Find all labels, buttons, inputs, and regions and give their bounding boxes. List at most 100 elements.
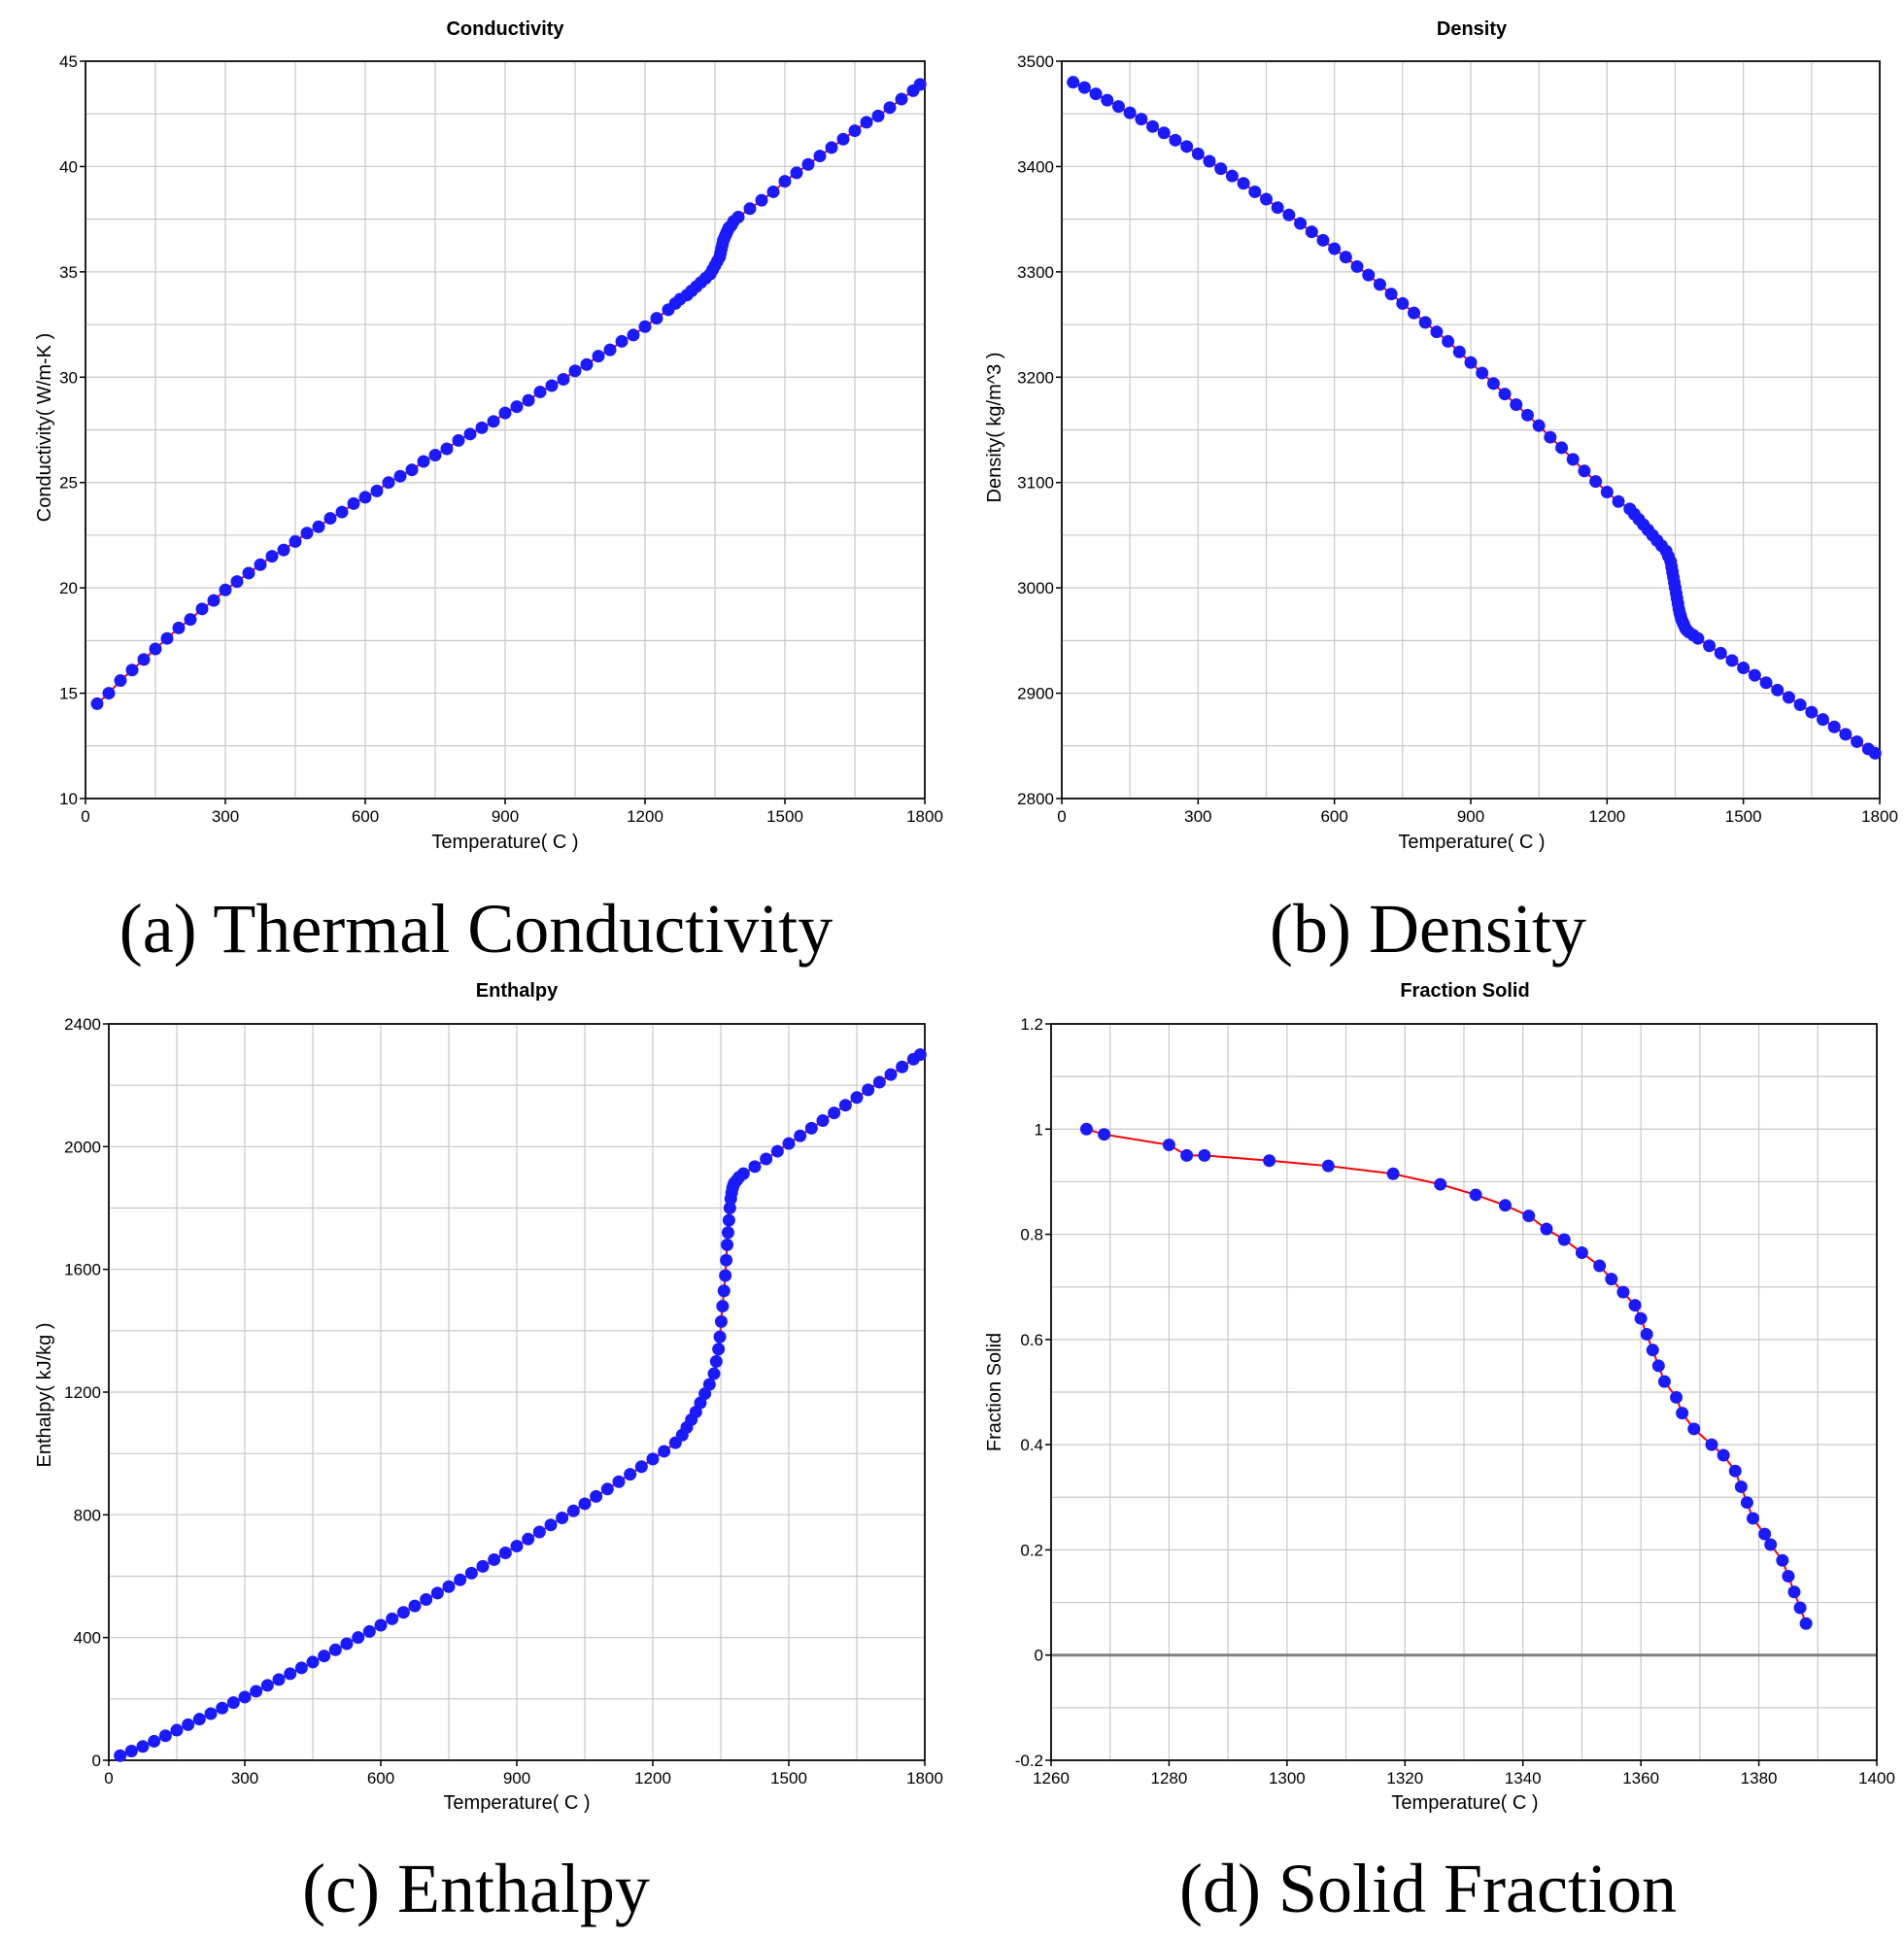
data-point [1691, 631, 1705, 645]
x-tick-label: 600 [367, 1769, 394, 1787]
data-point [1764, 1538, 1778, 1551]
x-tick-label: 1200 [634, 1769, 671, 1787]
data-point [556, 1511, 569, 1524]
data-point [1714, 646, 1727, 660]
y-axis-label: Conductivity( W/m-K ) [34, 333, 55, 522]
data-point [790, 166, 803, 180]
series-line [119, 1053, 921, 1757]
data-point [716, 1300, 730, 1313]
data-point [1294, 217, 1308, 230]
data-point [566, 1504, 580, 1517]
y-tick-label: 800 [74, 1506, 101, 1524]
data-point [440, 442, 454, 456]
data-point [1248, 185, 1262, 198]
x-tick-label: 0 [81, 807, 89, 826]
y-tick-label: 30 [59, 368, 78, 387]
data-point [557, 372, 570, 386]
data-point [1557, 1233, 1571, 1246]
data-point [770, 1144, 784, 1158]
data-point [713, 1330, 727, 1344]
data-point [358, 491, 372, 504]
data-point [896, 1060, 909, 1073]
y-tick-label: 0 [1035, 1647, 1043, 1665]
data-point [284, 1667, 297, 1681]
data-point [1728, 1464, 1742, 1478]
data-point [1101, 93, 1114, 107]
data-point [1793, 698, 1807, 711]
data-point [1758, 1527, 1772, 1541]
data-point [702, 1378, 716, 1391]
y-tick-label: 3300 [1017, 263, 1054, 282]
data-point [260, 1679, 274, 1692]
data-point [638, 320, 652, 333]
data-point [1737, 662, 1751, 675]
data-point [895, 92, 908, 106]
series-line [1086, 1128, 1808, 1624]
data-point [1605, 1273, 1618, 1286]
data-point [114, 1749, 127, 1762]
caption-c: (c) Enthalpy [302, 1850, 650, 1927]
data-point [1651, 1359, 1665, 1373]
caption-a: (a) Thermal Conductivity [119, 890, 833, 968]
y-axis-label: Enthalpy( kJ/kg ) [34, 1323, 55, 1468]
data-point [883, 101, 897, 115]
data-point [1646, 1344, 1659, 1357]
data-point [1705, 1438, 1718, 1451]
data-point [1225, 169, 1239, 183]
data-point [1362, 268, 1376, 282]
data-point [148, 1734, 161, 1748]
data-point [306, 1655, 320, 1669]
y-tick-label: 25 [59, 474, 78, 493]
x-tick-label: 900 [503, 1769, 530, 1787]
data-point [743, 202, 757, 216]
data-point [522, 1532, 535, 1546]
y-tick-label: 2400 [64, 1015, 101, 1034]
plot-area: 0 300 600 900 1200 1500 1800 2800 2900 3000 3100 32… [1017, 52, 1898, 826]
data-point [1748, 668, 1761, 682]
data-point [172, 621, 186, 634]
data-point [510, 400, 524, 414]
data-point [723, 1202, 736, 1214]
data-point [265, 550, 279, 563]
data-point [184, 613, 197, 627]
y-tick-label: 2000 [64, 1138, 101, 1156]
data-point [238, 1690, 252, 1704]
data-point [1540, 1222, 1553, 1236]
data-point [615, 334, 629, 348]
y-tick-label: 1 [1035, 1120, 1043, 1139]
data-point [719, 1269, 732, 1282]
data-point [580, 357, 594, 371]
data-point [1600, 485, 1614, 498]
x-tick-label: 300 [1184, 807, 1211, 826]
x-tick-label: 1500 [766, 807, 803, 826]
y-tick-label: 15 [59, 685, 78, 703]
data-point [323, 512, 337, 526]
y-tick-label: 2800 [1017, 790, 1054, 808]
data-point [755, 193, 768, 207]
data-point [1384, 288, 1398, 301]
x-tick-label: 900 [1457, 807, 1484, 826]
data-point [195, 602, 209, 616]
data-point [428, 449, 442, 462]
data-point [498, 406, 512, 420]
data-point [600, 1482, 614, 1496]
data-point [464, 1566, 478, 1580]
data-point [347, 496, 360, 510]
data-point [1135, 113, 1148, 126]
data-point [1386, 1167, 1400, 1180]
data-point [420, 1593, 433, 1607]
y-tick-label: 45 [59, 52, 78, 71]
data-point [658, 1445, 671, 1458]
data-point [242, 566, 255, 580]
data-point [396, 1606, 410, 1619]
data-point [1771, 683, 1785, 697]
data-point [1316, 233, 1330, 247]
x-tick-label: 300 [212, 807, 239, 826]
data-point [90, 697, 104, 710]
data-point [850, 1091, 864, 1105]
plot-area: 0 300 600 900 1200 1500 1800 0 400 800 1200 1600 200… [64, 1015, 943, 1787]
data-point [1717, 1448, 1730, 1462]
data-point [1098, 1128, 1111, 1141]
data-point [1476, 366, 1489, 380]
data-point [913, 1048, 927, 1062]
